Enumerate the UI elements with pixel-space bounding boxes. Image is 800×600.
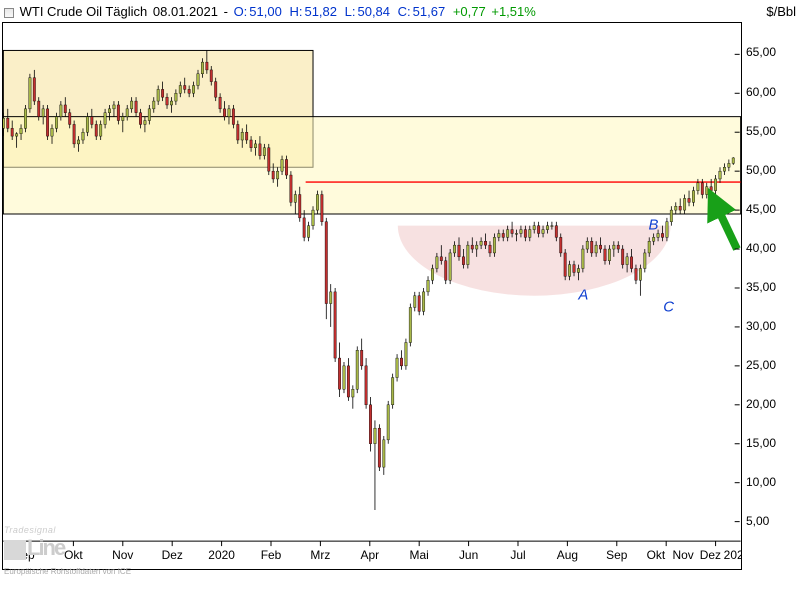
ohlc-o: O:51,00	[234, 4, 284, 19]
svg-text:Jul: Jul	[510, 548, 525, 562]
watermark-logo: Tradesignal onLine	[4, 526, 64, 560]
svg-text:C: C	[663, 298, 674, 315]
ohlc-c: C:51,67	[398, 4, 448, 19]
instrument-name: WTI Crude Oil Täglich	[20, 4, 148, 19]
ohlc-h: H:51,82	[289, 4, 339, 19]
svg-text:Dez: Dez	[700, 548, 721, 562]
chart-date: 08.01.2021	[153, 4, 218, 19]
change-abs: +0,77	[453, 4, 486, 19]
svg-text:Mrz: Mrz	[310, 548, 330, 562]
svg-text:Okt: Okt	[647, 548, 666, 562]
svg-text:Nov: Nov	[673, 548, 694, 562]
ticker-icon	[4, 8, 14, 18]
y-axis-labels: 5,0010,0015,0020,0025,0030,0035,0040,004…	[746, 22, 796, 570]
svg-text:Aug: Aug	[557, 548, 578, 562]
svg-text:Nov: Nov	[112, 548, 133, 562]
svg-text:Apr: Apr	[360, 548, 379, 562]
svg-text:Jun: Jun	[459, 548, 478, 562]
price-chart: A B C Sep Okt Nov Dez 2020 Feb Mrz Apr Mai Jun Jul Aug…	[2, 22, 742, 570]
svg-text:2021: 2021	[724, 548, 742, 562]
svg-text:B: B	[648, 217, 658, 234]
svg-text:Feb: Feb	[261, 548, 282, 562]
svg-text:Okt: Okt	[64, 548, 83, 562]
svg-text:Dez: Dez	[162, 548, 183, 562]
svg-text:2020: 2020	[208, 548, 235, 562]
ohlc-l: L:50,84	[345, 4, 392, 19]
svg-text:A: A	[577, 287, 588, 304]
data-source-note: Europäische Rohstoffdaten von ICE	[4, 567, 131, 576]
axis-unit: $/Bbl	[766, 4, 796, 19]
ohlc-sep: -	[224, 4, 228, 19]
chart-header: WTI Crude Oil Täglich 08.01.2021 - O:51,…	[4, 4, 538, 19]
svg-text:Sep: Sep	[606, 548, 628, 562]
change-pct: +1,51%	[491, 4, 535, 19]
svg-text:Mai: Mai	[410, 548, 429, 562]
